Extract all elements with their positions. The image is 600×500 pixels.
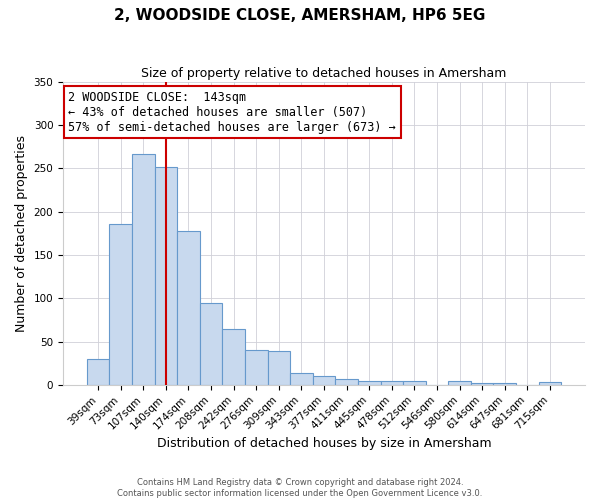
Bar — [313, 376, 335, 385]
Bar — [448, 380, 471, 385]
Bar — [358, 382, 380, 385]
Bar — [380, 380, 403, 385]
Text: 2, WOODSIDE CLOSE, AMERSHAM, HP6 5EG: 2, WOODSIDE CLOSE, AMERSHAM, HP6 5EG — [115, 8, 485, 22]
Bar — [471, 383, 493, 385]
Bar — [200, 302, 223, 385]
Y-axis label: Number of detached properties: Number of detached properties — [15, 135, 28, 332]
Bar — [403, 380, 425, 385]
Bar — [268, 351, 290, 385]
Bar — [177, 230, 200, 385]
Title: Size of property relative to detached houses in Amersham: Size of property relative to detached ho… — [142, 68, 507, 80]
Bar — [493, 383, 516, 385]
Bar — [155, 166, 177, 385]
X-axis label: Distribution of detached houses by size in Amersham: Distribution of detached houses by size … — [157, 437, 491, 450]
Bar — [132, 154, 155, 385]
Bar — [245, 350, 268, 385]
Bar — [87, 359, 109, 385]
Bar — [109, 224, 132, 385]
Bar — [223, 328, 245, 385]
Bar — [335, 379, 358, 385]
Text: Contains HM Land Registry data © Crown copyright and database right 2024.
Contai: Contains HM Land Registry data © Crown c… — [118, 478, 482, 498]
Bar — [539, 382, 561, 385]
Bar — [290, 372, 313, 385]
Text: 2 WOODSIDE CLOSE:  143sqm
← 43% of detached houses are smaller (507)
57% of semi: 2 WOODSIDE CLOSE: 143sqm ← 43% of detach… — [68, 91, 396, 134]
